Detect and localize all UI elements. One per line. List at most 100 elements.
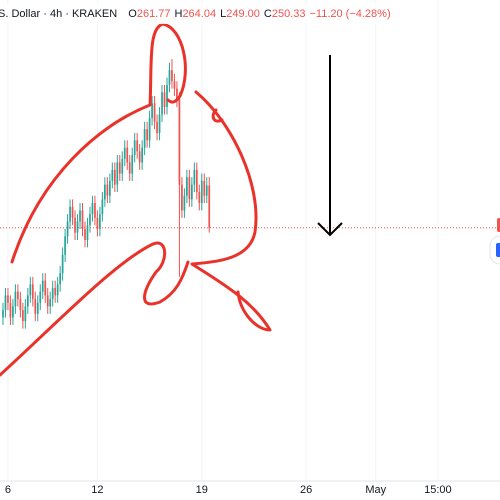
candle-body xyxy=(104,184,106,200)
candle-body xyxy=(14,291,17,307)
dolphin-belly xyxy=(0,241,190,377)
candle-body xyxy=(54,288,57,296)
candle-body xyxy=(128,162,131,174)
candle-body xyxy=(2,310,4,318)
legend-key: L xyxy=(220,8,226,20)
candle-body xyxy=(208,185,211,228)
candle-body xyxy=(181,184,183,211)
grid xyxy=(7,0,439,480)
candle-body xyxy=(7,295,9,303)
candle-body xyxy=(56,284,59,296)
candle-body xyxy=(66,221,69,237)
x-tick-label: May xyxy=(365,484,386,496)
legend-key: C xyxy=(264,8,272,20)
candle-body xyxy=(153,103,156,122)
candle-body xyxy=(113,169,116,185)
x-tick-label: 15:00 xyxy=(424,484,452,496)
candle-body xyxy=(176,88,178,100)
x-axis: 6 12 19 26 May 15:00 xyxy=(5,484,452,496)
candle-body xyxy=(36,302,39,314)
candle-body xyxy=(34,299,37,314)
candle-body xyxy=(46,295,49,307)
candle-body xyxy=(71,206,74,218)
candle-body xyxy=(17,291,19,300)
candle-body xyxy=(59,273,62,285)
dolphin-head xyxy=(190,90,272,332)
candle-body xyxy=(118,162,121,174)
candle-body xyxy=(101,199,104,215)
legend-value: 250.33 xyxy=(272,8,306,20)
candle-body xyxy=(96,217,99,229)
candle-body xyxy=(171,70,173,82)
legend-value: 249.00 xyxy=(226,8,260,20)
drawing-dolphin xyxy=(0,22,272,377)
candle-body xyxy=(31,284,34,300)
candle-body xyxy=(188,177,191,200)
candle-body xyxy=(178,99,181,185)
legend-bg xyxy=(0,4,385,24)
candle-body xyxy=(205,185,208,196)
candle-body xyxy=(61,254,64,274)
candle-body xyxy=(24,306,27,322)
candle-body xyxy=(203,180,206,196)
candle-body xyxy=(111,169,114,181)
candle-body xyxy=(4,295,7,311)
candle-body xyxy=(51,288,54,300)
candle-body xyxy=(200,180,203,204)
candles xyxy=(0,59,500,329)
legend-key: H xyxy=(174,8,182,20)
candle-body xyxy=(99,214,101,229)
candle-body xyxy=(161,92,163,115)
candle-body xyxy=(141,147,144,163)
candle-body xyxy=(156,121,158,133)
candle-body xyxy=(76,221,79,233)
candle-body xyxy=(190,184,193,200)
candle-body xyxy=(198,192,201,204)
candle-body xyxy=(133,140,136,156)
candle-body xyxy=(143,129,146,148)
candle-body xyxy=(168,70,171,85)
candle-body xyxy=(108,180,111,196)
scroll-button[interactable] xyxy=(489,235,500,265)
candle-body xyxy=(138,151,141,163)
candle-body xyxy=(106,184,109,196)
candle-body xyxy=(41,280,44,292)
candle-body xyxy=(29,284,32,296)
candle-body xyxy=(163,92,166,108)
x-tick-label: 12 xyxy=(91,484,103,496)
candle-body xyxy=(86,225,89,240)
dolphin-eye xyxy=(211,108,224,123)
x-tick-label: 26 xyxy=(300,484,312,496)
legend-value: 264.04 xyxy=(182,8,216,20)
candle-body xyxy=(44,280,47,296)
candle-body xyxy=(19,299,22,311)
x-tick-label: 6 xyxy=(5,484,11,496)
candle-body xyxy=(151,103,153,119)
drawing-arrow xyxy=(317,55,343,237)
candle-body xyxy=(166,84,168,108)
candle-body xyxy=(74,217,76,233)
candle-body xyxy=(116,162,119,185)
candle-body xyxy=(39,291,42,303)
candle-body xyxy=(123,147,126,159)
x-tick-label: 19 xyxy=(196,484,208,496)
candle-body xyxy=(195,169,198,192)
candle-body xyxy=(173,81,176,89)
candle-body xyxy=(136,140,139,152)
candle-body xyxy=(81,210,84,229)
candle-body xyxy=(79,210,81,222)
candle-body xyxy=(21,310,24,322)
candle-body xyxy=(158,114,161,133)
candle-body xyxy=(183,195,186,211)
candle-body xyxy=(12,306,14,318)
candle-body xyxy=(69,206,71,222)
candle-body xyxy=(146,129,148,141)
dolphin-back xyxy=(10,22,187,264)
legend-change: −11.20 (−4.28%) xyxy=(309,8,390,20)
candle-body xyxy=(94,203,96,218)
arrow-head xyxy=(317,222,343,237)
price-tag-blue xyxy=(496,243,500,257)
candle-body xyxy=(49,299,52,307)
candle-body xyxy=(84,228,86,240)
